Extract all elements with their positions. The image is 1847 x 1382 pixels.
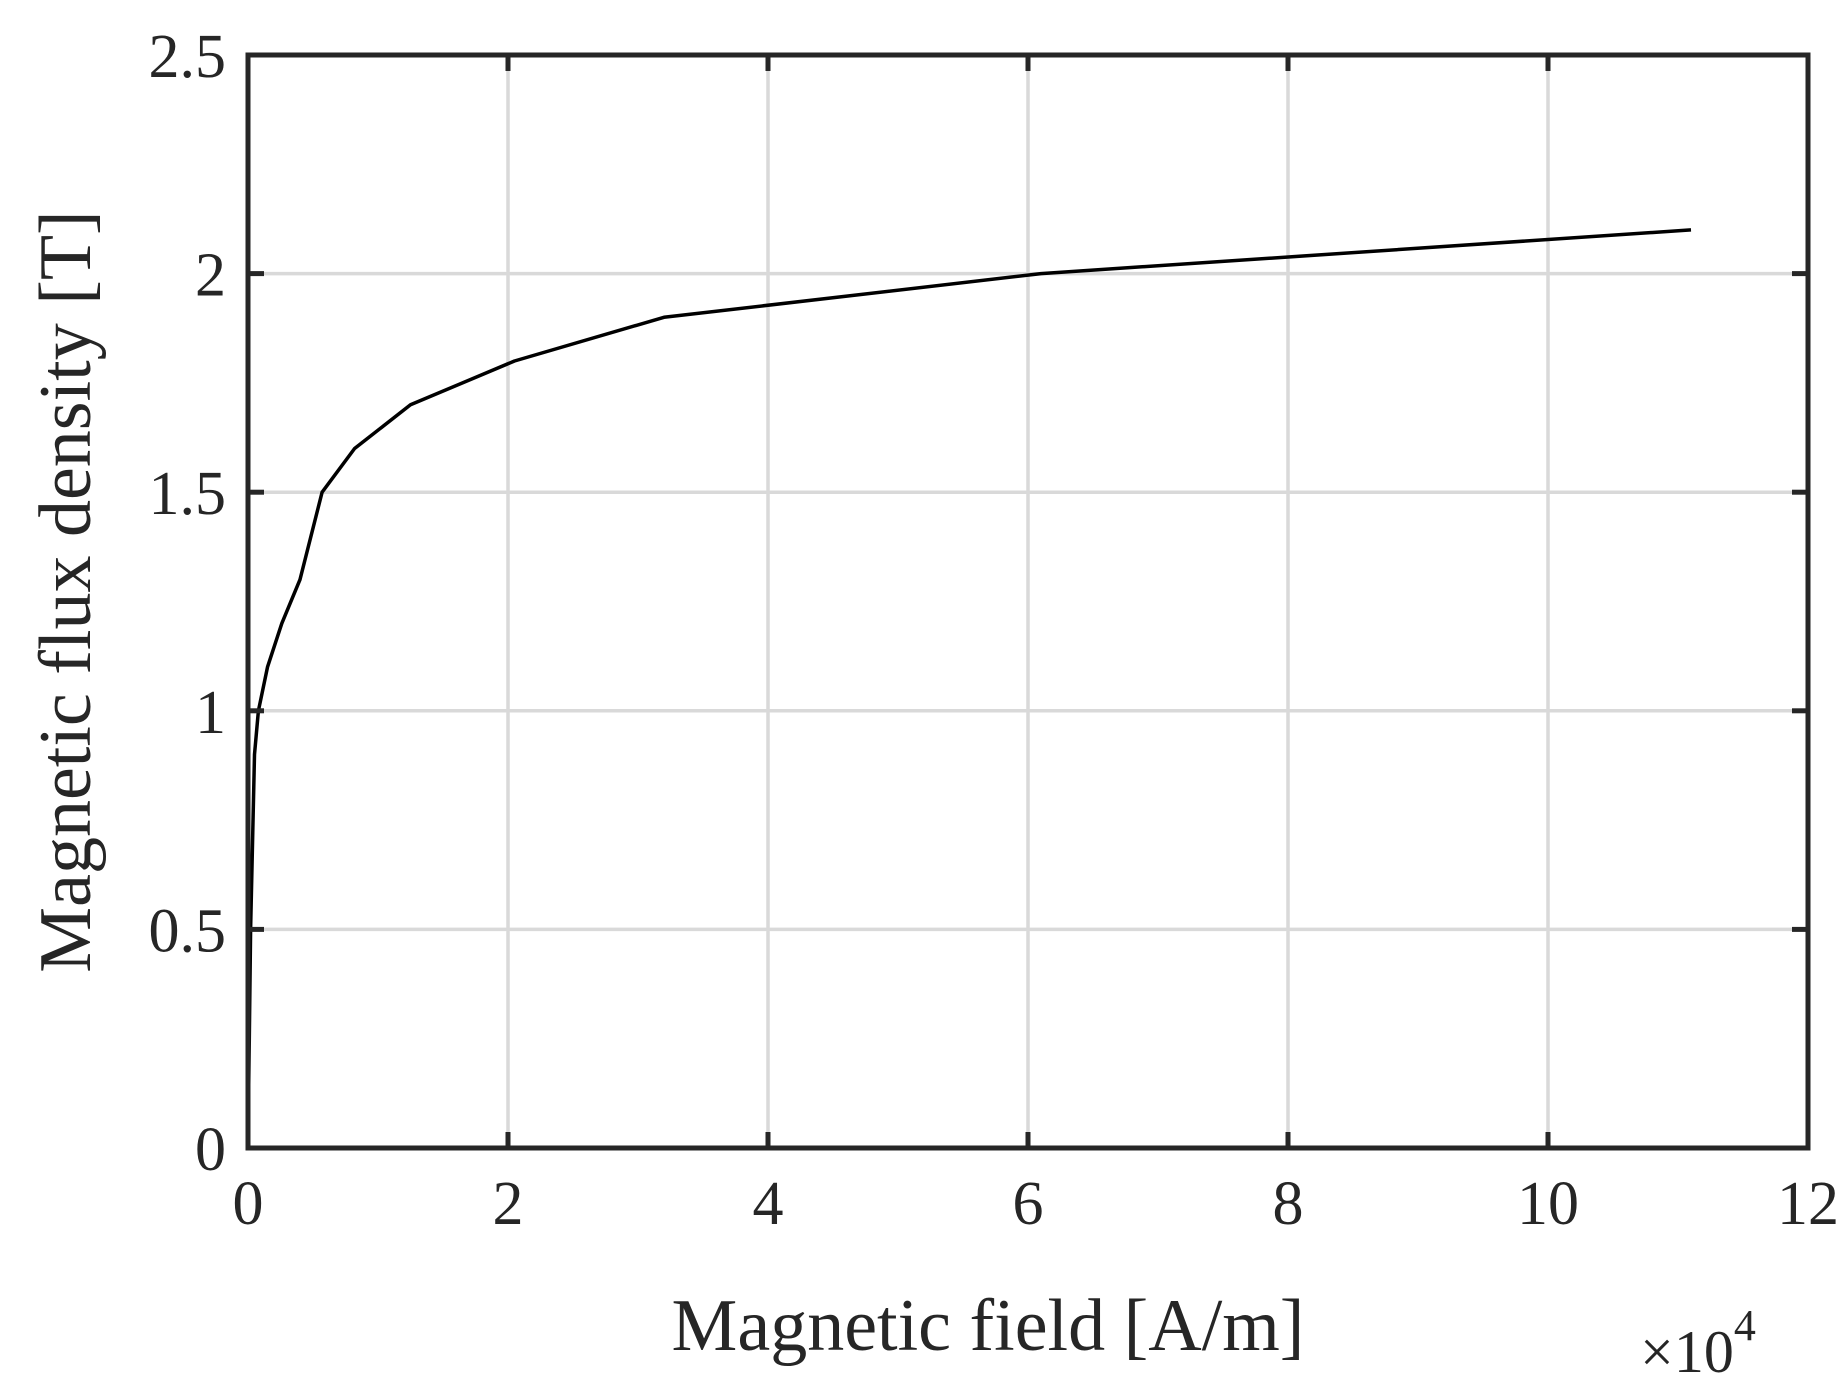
plot-area [246,228,1692,1149]
x-exponent-power: 4 [1734,1301,1756,1350]
y-tick-label: 1 [195,679,226,747]
grid-lines [248,55,1808,1148]
y-tick-label: 2 [195,242,226,310]
x-tick-labels: 0 2 4 6 8 10 12 [233,1170,1840,1238]
x-tick-label: 12 [1777,1170,1839,1238]
x-tick-label: 0 [233,1170,264,1238]
y-axis-label: Magnetic flux density [T] [25,210,107,972]
x-tick-label: 2 [493,1170,524,1238]
series-line [246,228,1692,1149]
y-tick-label: 2.5 [149,23,227,91]
x-tick-label: 10 [1517,1170,1579,1238]
x-tick-label: 8 [1273,1170,1304,1238]
x-axis-label: Magnetic field [A/m] [672,1285,1305,1367]
x-exponent-base: ×10 [1640,1319,1734,1382]
tick-marks [245,52,1811,1151]
y-tick-label: 0 [195,1116,226,1184]
y-tick-label: 1.5 [149,460,227,528]
y-tick-labels: 0 0.5 1 1.5 2 2.5 [149,23,227,1184]
x-tick-label: 4 [753,1170,784,1238]
y-tick-label: 0.5 [149,897,227,965]
x-tick-label: 6 [1013,1170,1044,1238]
x-axis-exponent-label: ×104 [1640,1301,1756,1382]
